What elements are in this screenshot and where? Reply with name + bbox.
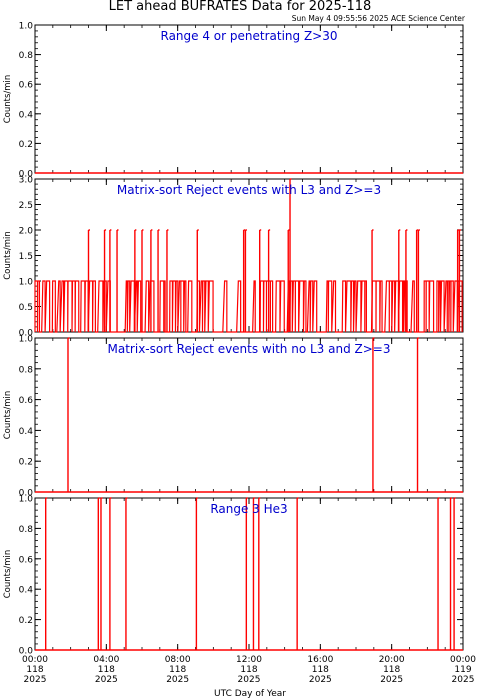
y-axis-title: Counts/min xyxy=(3,391,13,440)
x-tick-label-doy: 118 xyxy=(312,665,329,675)
x-tick-label-time: 00:00 xyxy=(22,655,48,665)
panel-4: 0.0 0.2 0.4 0.6 0.8 1.0 Counts/min Range 3 He3 xyxy=(3,495,464,657)
y-tick-label: 0.6 xyxy=(19,81,34,91)
y-tick-label: 1.0 xyxy=(19,278,34,288)
y-tick-label: 2.0 xyxy=(19,227,34,237)
x-tick-label-year: 2025 xyxy=(166,675,189,685)
panel-frame xyxy=(34,497,464,651)
x-tick-label-year: 2025 xyxy=(380,675,403,685)
x-tick-label-doy: 118 xyxy=(383,665,400,675)
y-axis-title: Counts/min xyxy=(3,550,13,599)
y-tick-label: 0.6 xyxy=(19,555,34,565)
y-tick-label: 0.0 xyxy=(19,647,34,657)
panel-title: Matrix-sort Reject events with no L3 and… xyxy=(108,342,391,356)
x-tick-label-doy: 118 xyxy=(98,665,115,675)
panel-title: Matrix-sort Reject events with L3 and Z>… xyxy=(117,183,381,197)
y-tick-label: 0.0 xyxy=(19,329,34,339)
panels-group: 0.0 0.2 0.4 0.6 0.8 1.0 Counts/min Range 4 or p… xyxy=(3,22,464,657)
x-tick-label-year: 2025 xyxy=(24,675,47,685)
y-tick-label: 1.0 xyxy=(19,495,34,505)
x-tick-label-doy: 118 xyxy=(240,665,257,675)
y-tick-label: 1.0 xyxy=(19,335,34,345)
x-tick-label-time: 12:00 xyxy=(236,655,262,665)
x-axis-group: 00:00118202504:00118202508:00118202512:0… xyxy=(22,655,476,685)
panel-title: Range 3 He3 xyxy=(210,502,287,516)
y-tick-label: 1.5 xyxy=(19,252,33,262)
panel-frame xyxy=(34,337,464,493)
panel-2: 0.0 0.5 1.0 1.5 2.0 2.5 3.0 Counts/min Matrix-so… xyxy=(3,176,464,339)
y-tick-label: 3.0 xyxy=(19,176,34,186)
y-tick-label: 2.5 xyxy=(19,201,33,211)
y-tick-label: 0.5 xyxy=(19,303,33,313)
y-tick-label: 0.8 xyxy=(19,525,34,535)
x-tick-label-doy: 118 xyxy=(169,665,186,675)
panel-title: Range 4 or penetrating Z>30 xyxy=(161,29,338,43)
x-tick-label-doy: 118 xyxy=(26,665,43,675)
x-tick-label-time: 16:00 xyxy=(307,655,333,665)
x-tick-label-year: 2025 xyxy=(452,675,475,685)
x-tick-label-time: 00:00 xyxy=(450,655,476,665)
x-tick-label-time: 04:00 xyxy=(93,655,119,665)
y-tick-label: 0.0 xyxy=(19,170,34,180)
y-tick-label: 0.2 xyxy=(19,616,33,626)
chart-title: LET ahead BUFRATES Data for 2025-118 xyxy=(109,0,372,14)
y-tick-label: 0.4 xyxy=(19,427,34,437)
x-tick-label-year: 2025 xyxy=(309,675,332,685)
y-tick-label: 0.4 xyxy=(19,586,34,596)
x-tick-label-year: 2025 xyxy=(238,675,261,685)
y-tick-label: 0.2 xyxy=(19,458,33,468)
y-tick-label: 0.2 xyxy=(19,140,33,150)
y-tick-label: 0.6 xyxy=(19,396,34,406)
y-tick-label: 0.8 xyxy=(19,51,34,61)
y-tick-label: 0.4 xyxy=(19,110,34,120)
panel-frame xyxy=(34,24,464,174)
y-tick-label: 0.0 xyxy=(19,489,34,499)
y-axis-title: Counts/min xyxy=(3,231,13,280)
x-axis-title: UTC Day of Year xyxy=(214,689,286,699)
y-axis-title: Counts/min xyxy=(3,75,13,124)
y-tick-label: 1.0 xyxy=(19,22,34,32)
x-tick-label-time: 08:00 xyxy=(165,655,191,665)
x-tick-label-year: 2025 xyxy=(95,675,118,685)
y-tick-label: 0.8 xyxy=(19,365,34,375)
panel-3: 0.0 0.2 0.4 0.6 0.8 1.0 Counts/min Matrix-sort … xyxy=(3,335,464,499)
timestamp-label: Sun May 4 09:55:56 2025 ACE Science Cent… xyxy=(292,14,466,23)
x-tick-label-doy: 119 xyxy=(454,665,471,675)
panel-1: 0.0 0.2 0.4 0.6 0.8 1.0 Counts/min Range 4 or p… xyxy=(3,22,464,180)
series-dense-trace xyxy=(34,280,463,333)
x-tick-label-time: 20:00 xyxy=(379,655,405,665)
